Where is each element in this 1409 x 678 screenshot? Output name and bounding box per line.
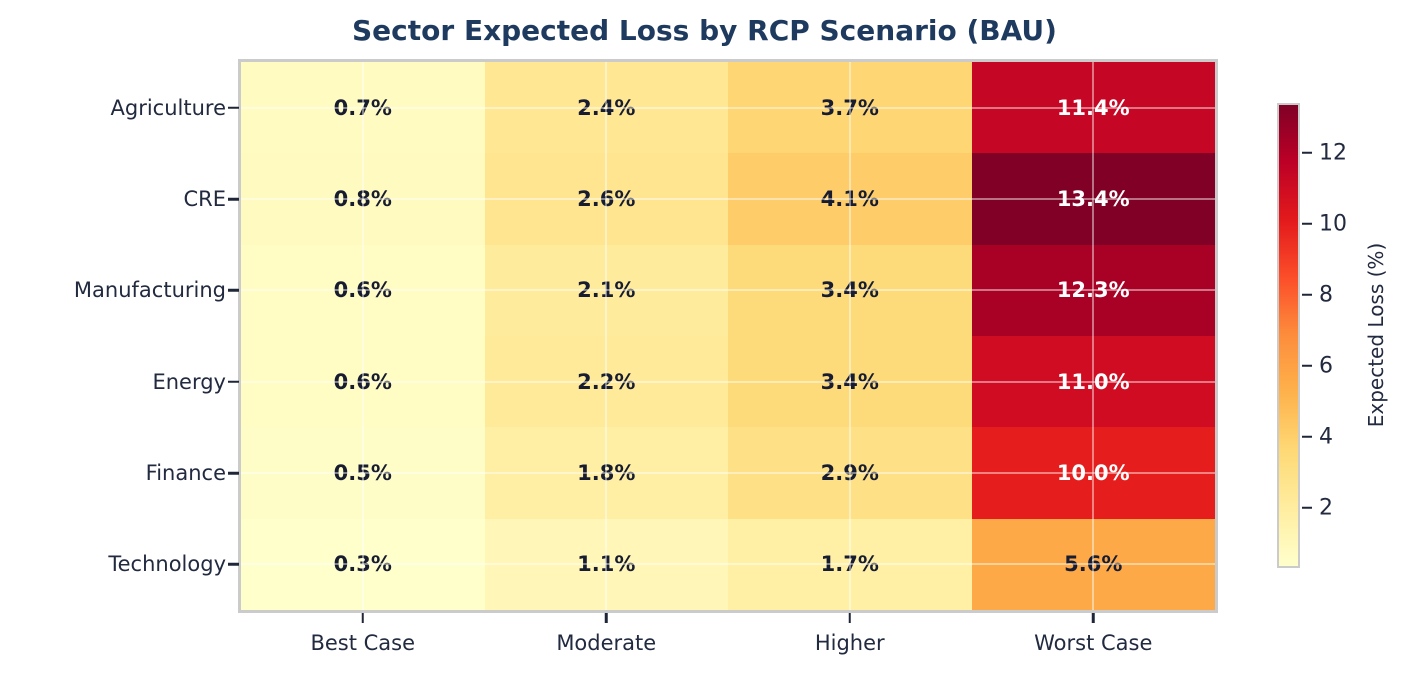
y-tick-label: Energy [152, 369, 226, 394]
colorbar-tick-label: 10 [1319, 211, 1347, 237]
heatmap-cell: 11.4% [971, 62, 1215, 154]
y-tick-mark [228, 380, 239, 383]
colorbar-tick-mark [1302, 222, 1312, 225]
y-tick-label: Manufacturing [73, 278, 226, 303]
heatmap-cell: 2.2% [484, 336, 728, 428]
x-tick-mark [361, 613, 364, 623]
heatmap-cell: 4.1% [728, 153, 972, 245]
colorbar-tick-label: 6 [1319, 353, 1333, 379]
x-tick-label: Worst Case [1034, 631, 1153, 655]
y-tick-label: CRE [183, 187, 226, 211]
cell-value-label: 3.7% [820, 95, 879, 120]
heatmap-cell: 11.0% [971, 336, 1215, 428]
cell-value-label: 2.9% [820, 460, 879, 485]
chart-title: Sector Expected Loss by RCP Scenario (BA… [352, 14, 1057, 47]
cell-value-label: 0.5% [333, 460, 392, 485]
heatmap-cell: 2.9% [728, 427, 972, 519]
y-tick-mark [228, 197, 239, 201]
cell-value-label: 0.3% [333, 552, 392, 577]
cell-value-label: 3.4% [820, 278, 879, 303]
y-tick-label: Finance [145, 461, 226, 485]
cell-value-label: 2.1% [577, 278, 636, 303]
heatmap-cell: 10.0% [971, 427, 1215, 519]
heatmap-cell: 1.8% [484, 427, 728, 519]
cell-value-label: 12.3% [1056, 278, 1130, 303]
y-tick-label: Agriculture [110, 95, 227, 120]
cell-value-label: 2.4% [577, 95, 636, 120]
heatmap-cell: 1.7% [728, 518, 972, 610]
cell-value-label: 2.6% [577, 186, 636, 211]
colorbar-gradient [1277, 103, 1300, 568]
cell-value-label: 1.7% [820, 552, 879, 577]
x-tick-mark [848, 613, 851, 623]
colorbar-tick-label: 4 [1319, 424, 1333, 450]
cell-value-label: 0.7% [333, 95, 392, 120]
cell-value-label: 10.0% [1056, 460, 1130, 485]
colorbar-tick-label: 12 [1319, 140, 1347, 166]
cell-value-label: 0.6% [333, 278, 392, 303]
colorbar-tick-mark [1302, 293, 1312, 296]
y-tick-label: Technology [108, 552, 226, 577]
heatmap-cell: 0.6% [241, 244, 485, 336]
heatmap-cell: 5.6% [971, 518, 1215, 610]
cell-value-label: 1.8% [577, 460, 636, 485]
heatmap-cell: 0.8% [241, 153, 485, 245]
x-tick-label: Best Case [310, 631, 416, 655]
cell-value-label: 4.1% [820, 186, 879, 211]
y-tick-mark [228, 106, 239, 109]
heatmap-cell: 13.4% [971, 153, 1215, 245]
x-tick-mark [1092, 613, 1095, 623]
heatmap-cell: 1.1% [484, 518, 728, 610]
x-tick-label: Higher [814, 631, 885, 655]
heatmap-cell: 2.6% [484, 153, 728, 245]
y-tick-mark [228, 563, 239, 566]
heatmap-cell: 2.1% [484, 244, 728, 336]
x-tick-mark [605, 613, 608, 623]
cell-value-label: 13.4% [1056, 186, 1130, 211]
colorbar-label: Expected Loss (%) [1364, 242, 1388, 428]
colorbar-tick-mark [1302, 506, 1312, 509]
cell-value-label: 0.6% [333, 369, 392, 394]
cell-value-label: 3.4% [820, 369, 879, 394]
colorbar-tick-label: 8 [1319, 282, 1333, 308]
y-tick-mark [228, 471, 239, 475]
heatmap-cell: 0.7% [241, 62, 485, 154]
heatmap-cell: 3.7% [728, 62, 972, 154]
colorbar-tick-mark [1302, 435, 1312, 438]
heatmap-plot: 0.7% 2.4% 3.7% 11.4% 0.8% 2.6% 4.1% 13.4% 0.6% 2.… [238, 59, 1218, 613]
heatmap-cell: 0.6% [241, 336, 485, 428]
heatmap-cell: 12.3% [971, 244, 1215, 336]
cell-value-label: 11.4% [1056, 95, 1130, 120]
x-tick-label: Moderate [556, 631, 657, 655]
cell-value-label: 2.2% [577, 369, 636, 394]
heatmap-cell: 2.4% [484, 62, 728, 154]
cell-value-label: 11.0% [1056, 369, 1130, 394]
cell-value-label: 1.1% [577, 552, 636, 577]
cell-value-label: 0.8% [333, 186, 392, 211]
heatmap-cell: 0.5% [241, 427, 485, 519]
colorbar-tick-mark [1302, 151, 1312, 154]
cell-value-label: 5.6% [1064, 552, 1123, 577]
heatmap-cell: 3.4% [728, 336, 972, 428]
colorbar-tick-label: 2 [1319, 495, 1333, 521]
heatmap-cell: 0.3% [241, 518, 485, 610]
colorbar-tick-mark [1302, 364, 1312, 367]
heatmap-cell: 3.4% [728, 244, 972, 336]
y-tick-mark [228, 289, 239, 292]
heatmap-cell-grid: 0.7% 2.4% 3.7% 11.4% 0.8% 2.6% 4.1% 13.4% 0.6% 2.… [241, 62, 1215, 610]
